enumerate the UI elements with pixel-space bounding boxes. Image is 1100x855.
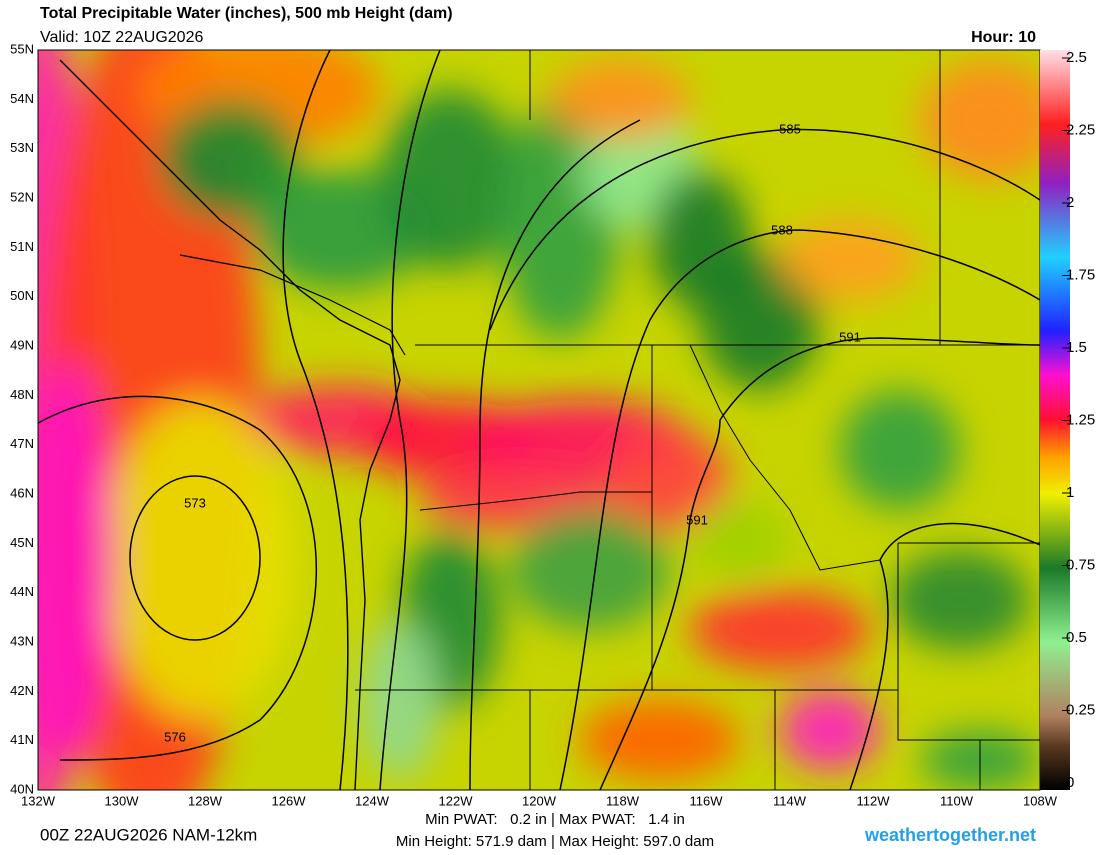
model-run: 00Z 22AUG2026 NAM-12km xyxy=(40,825,257,844)
lon-label: 110W xyxy=(940,793,974,808)
lon-label: 116W xyxy=(690,793,724,808)
lon-label: 126W xyxy=(272,793,307,808)
shading-blob xyxy=(890,550,1030,650)
shading-blob xyxy=(610,430,730,530)
colorbar-tick-label: 2.5 xyxy=(1066,49,1087,66)
lon-label: 120W xyxy=(522,793,557,808)
colorbar-tick-label: 0.75 xyxy=(1066,556,1095,573)
contour xyxy=(282,50,349,790)
shading-blob xyxy=(360,620,440,780)
shading-blob xyxy=(780,690,880,770)
shading-blob xyxy=(690,590,870,670)
state-lines xyxy=(419,491,652,511)
state-lines xyxy=(689,344,881,571)
height-contours xyxy=(38,50,1040,790)
shading-blob xyxy=(780,220,920,300)
lat-label: 42N xyxy=(10,683,34,698)
contour xyxy=(38,395,318,761)
lon-label: 132W xyxy=(21,793,56,808)
lon-label: 112W xyxy=(857,793,891,808)
colorbar-tick-label: 1.75 xyxy=(1066,266,1095,283)
lat-label: 55N xyxy=(10,41,34,56)
contour-label: 585 xyxy=(779,121,801,136)
contour-label: 573 xyxy=(184,495,206,510)
lon-label: 122W xyxy=(439,793,474,808)
shading-blob xyxy=(160,100,300,220)
contour xyxy=(129,475,261,641)
lat-label: 52N xyxy=(10,189,34,204)
contour-labels: 585 588 591 591 573 576 xyxy=(164,121,861,744)
shading-blob xyxy=(700,250,820,390)
lat-label: 41N xyxy=(10,732,34,747)
map-field: 585 588 591 591 573 576 xyxy=(38,50,1040,790)
colorbar-tick-label: 0 xyxy=(1066,774,1074,791)
colorbar-tick-label: 2 xyxy=(1066,194,1074,211)
shading-blob xyxy=(580,700,740,780)
height-range: Min Height: 571.9 dam | Max Height: 597.… xyxy=(396,833,714,850)
colorbar-tick-label: 0.25 xyxy=(1066,701,1095,718)
colorbar-tick-label: 2.25 xyxy=(1066,121,1095,138)
coastline xyxy=(179,254,406,356)
lon-label: 118W xyxy=(606,793,640,808)
shading-blob xyxy=(840,390,960,510)
pwat-range: Min PWAT: 0.2 in | Max PWAT: 1.4 in xyxy=(425,811,685,828)
lat-label: 51N xyxy=(10,239,34,254)
contour xyxy=(599,419,721,790)
shading-blob xyxy=(550,60,690,140)
lat-label: 40N xyxy=(10,781,34,796)
contour-label: 588 xyxy=(771,222,793,237)
colorbar-tick-label: 1.5 xyxy=(1066,339,1087,356)
site-name[interactable]: weathertogether.net xyxy=(864,825,1036,845)
lat-label: 49N xyxy=(10,337,34,352)
shading-blob xyxy=(38,360,115,760)
lat-label: 45N xyxy=(10,535,34,550)
coastline xyxy=(59,59,401,790)
lat-label: 48N xyxy=(10,387,34,402)
contour-label: 591 xyxy=(686,512,708,527)
contour xyxy=(559,229,1040,790)
contour xyxy=(379,50,441,790)
boundaries xyxy=(59,50,1040,790)
lat-label: 46N xyxy=(10,485,34,500)
contour xyxy=(849,522,1040,790)
shading-blob xyxy=(920,60,1040,180)
forecast-hour: Hour: 10 xyxy=(971,29,1036,46)
lon-label: 128W xyxy=(188,793,223,808)
lon-label: 124W xyxy=(355,793,390,808)
lon-label: 114W xyxy=(773,793,807,808)
state-lines xyxy=(355,50,1040,790)
colorbar-tick-label: 0.5 xyxy=(1066,629,1087,646)
colorbar-tick-label: 1 xyxy=(1066,484,1074,501)
lon-label: 108W xyxy=(1023,793,1058,808)
colorbar-tick-label: 1.25 xyxy=(1066,411,1095,428)
contour-label: 591 xyxy=(839,329,861,344)
shading-blob xyxy=(690,500,790,580)
lat-label: 50N xyxy=(10,288,34,303)
lon-label: 130W xyxy=(105,793,140,808)
title: Total Precipitable Water (inches), 500 m… xyxy=(40,5,453,22)
lat-label: 53N xyxy=(10,140,34,155)
contour xyxy=(469,119,641,790)
axes: 55N 54N 53N 52N 51N 50N 49N 48N 47N 46N 45N 44N 43N 4… xyxy=(10,41,1095,808)
valid-time: Valid: 10Z 22AUG2026 xyxy=(40,29,203,46)
lat-label: 47N xyxy=(10,436,34,451)
shading-blob xyxy=(510,510,670,630)
pwat-shading xyxy=(38,50,1040,790)
contour xyxy=(489,128,1040,331)
lat-label: 43N xyxy=(10,633,34,648)
contour xyxy=(719,337,1040,421)
shading-blob xyxy=(380,90,520,270)
lat-label: 44N xyxy=(10,584,34,599)
lat-label: 54N xyxy=(10,91,34,106)
shading-blob xyxy=(105,400,295,720)
contour-label: 576 xyxy=(164,729,186,744)
